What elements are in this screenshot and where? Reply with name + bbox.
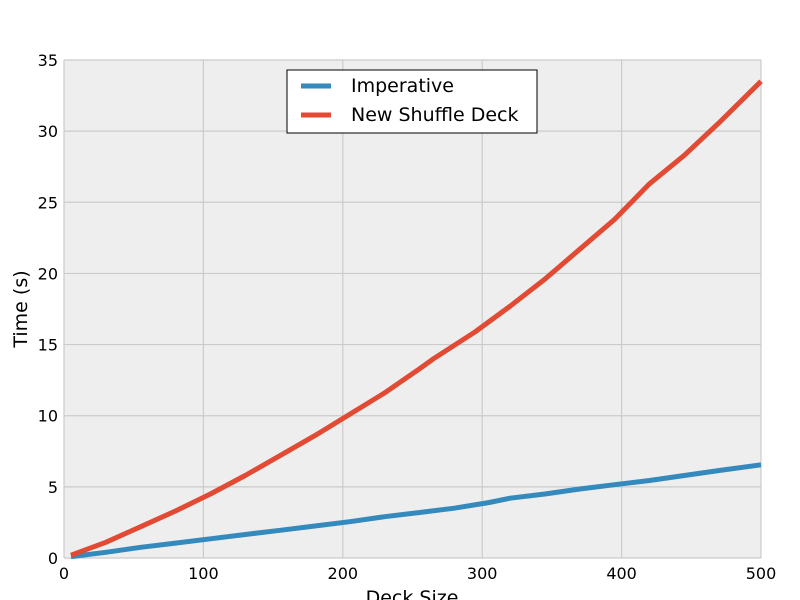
legend-label-imperative: Imperative (351, 75, 454, 97)
x-tick-label: 100 (188, 564, 219, 583)
legend-box (286, 69, 538, 134)
y-tick-label: 35 (38, 51, 58, 70)
legend: Imperative New Shuffle Deck (286, 69, 538, 134)
series-line-new-shuffle-deck (70, 79, 763, 558)
y-tick-label: 0 (48, 549, 58, 568)
x-tick-label: 500 (746, 564, 777, 583)
y-tick-label: 5 (48, 478, 58, 497)
y-tick-label: 20 (38, 264, 58, 283)
series-lines (70, 79, 763, 560)
y-axis-label: Time (s) (10, 270, 32, 348)
y-tick-label: 30 (38, 122, 58, 141)
x-tick-labels: 0 100 200 300 400 500 (59, 564, 776, 583)
x-tick-label: 0 (59, 564, 69, 583)
y-tick-label: 10 (38, 407, 58, 426)
x-tick-label: 200 (328, 564, 359, 583)
series-line-imperative (70, 462, 762, 560)
plot-area-background (64, 60, 761, 558)
x-tick-label: 400 (606, 564, 637, 583)
x-axis-label: Deck Size (366, 587, 459, 600)
y-tick-labels: 0 5 10 15 20 25 30 35 (38, 51, 58, 568)
x-tick-label: 300 (467, 564, 498, 583)
legend-label-new-shuffle-deck: New Shuffle Deck (351, 104, 519, 126)
y-tick-label: 15 (38, 336, 58, 355)
y-tick-label: 25 (38, 193, 58, 212)
